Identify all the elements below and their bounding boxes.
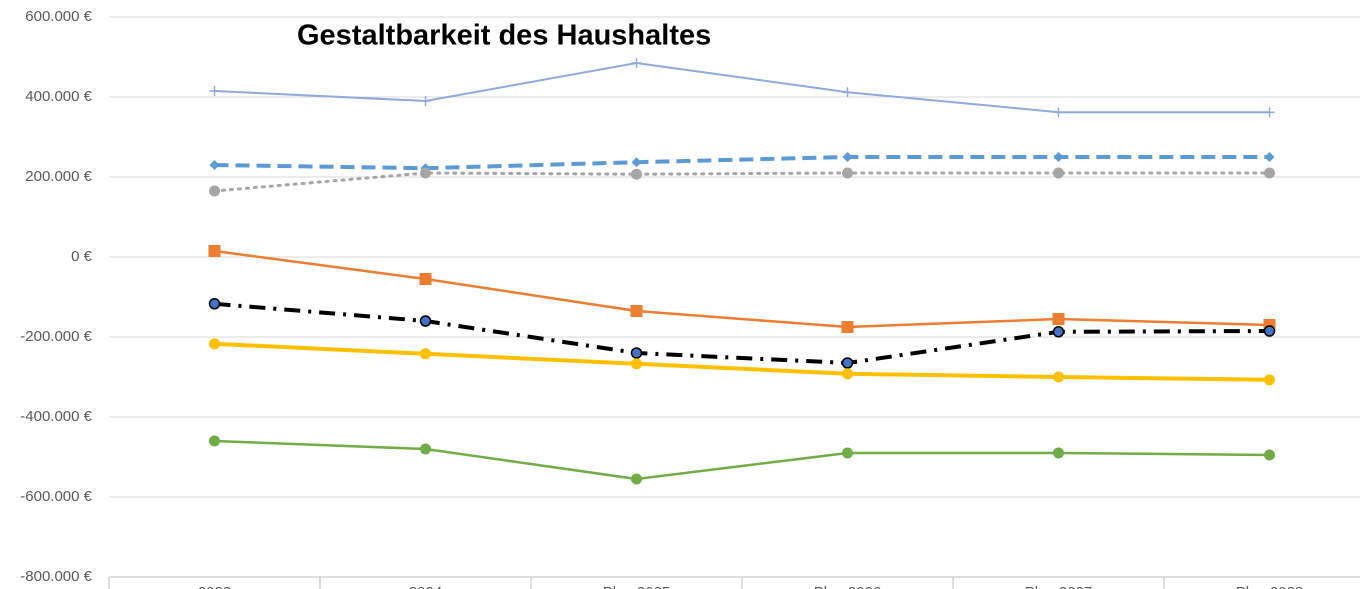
x-tick-label: Plan 2026 <box>814 584 882 589</box>
marker <box>420 443 431 455</box>
marker <box>209 185 220 197</box>
marker <box>419 315 432 327</box>
marker <box>1264 107 1275 118</box>
marker <box>1052 326 1065 338</box>
marker <box>842 152 853 162</box>
marker <box>841 357 854 369</box>
marker <box>841 321 854 333</box>
series-line <box>214 439 1270 481</box>
marker <box>420 96 431 106</box>
series-line <box>214 341 1270 382</box>
series <box>209 152 1275 174</box>
series <box>208 298 1276 369</box>
marker <box>842 87 853 98</box>
x-tick-label: Plan 2025 <box>603 584 671 589</box>
marker <box>209 435 220 447</box>
marker <box>631 168 642 180</box>
series <box>208 245 1276 333</box>
series <box>209 167 1275 197</box>
x-tick-label: Plan 2027 <box>1025 584 1093 589</box>
x-tick-label: 2023 <box>198 584 231 589</box>
marker <box>209 86 220 96</box>
marker <box>842 368 853 380</box>
y-tick-label: 0 € <box>71 248 93 265</box>
series <box>209 435 1275 485</box>
marker <box>420 348 431 360</box>
marker <box>420 167 431 179</box>
marker <box>631 157 642 168</box>
marker <box>1264 449 1275 461</box>
marker <box>1053 447 1064 459</box>
marker <box>209 338 220 350</box>
marker <box>208 298 221 310</box>
series <box>209 338 1275 386</box>
series-line <box>214 301 1270 366</box>
marker <box>631 473 642 485</box>
marker <box>630 305 643 317</box>
marker <box>1052 313 1065 325</box>
marker <box>631 358 642 370</box>
x-tick-label: 2024 <box>409 584 442 589</box>
y-tick-label: -400.000 € <box>20 408 92 425</box>
marker <box>208 245 221 257</box>
marker <box>1264 167 1275 179</box>
y-tick-label: -200.000 € <box>20 328 92 345</box>
marker <box>419 273 432 285</box>
marker <box>209 160 220 170</box>
series <box>209 58 1275 118</box>
series-line <box>213 171 1271 193</box>
series-line <box>214 155 1270 171</box>
chart-title: Gestaltbarkeit des Haushaltes <box>297 20 711 52</box>
x-tick-label: Plan 2028 <box>1236 584 1304 589</box>
y-tick-label: -800.000 € <box>20 568 92 585</box>
marker <box>1053 152 1064 162</box>
marker <box>1263 325 1276 337</box>
marker <box>1264 374 1275 386</box>
marker <box>631 58 642 68</box>
y-tick-label: 200.000 € <box>25 168 92 185</box>
marker <box>1264 152 1275 162</box>
y-tick-label: -600.000 € <box>20 488 92 505</box>
marker <box>842 167 853 179</box>
y-tick-label: 400.000 € <box>25 88 92 105</box>
marker <box>1053 167 1064 179</box>
series-line <box>214 61 1270 114</box>
y-tick-label: 600.000 € <box>25 8 92 25</box>
marker <box>1053 107 1064 118</box>
marker <box>1053 371 1064 383</box>
series-line <box>214 249 1270 329</box>
marker <box>630 347 643 359</box>
marker <box>842 447 853 459</box>
